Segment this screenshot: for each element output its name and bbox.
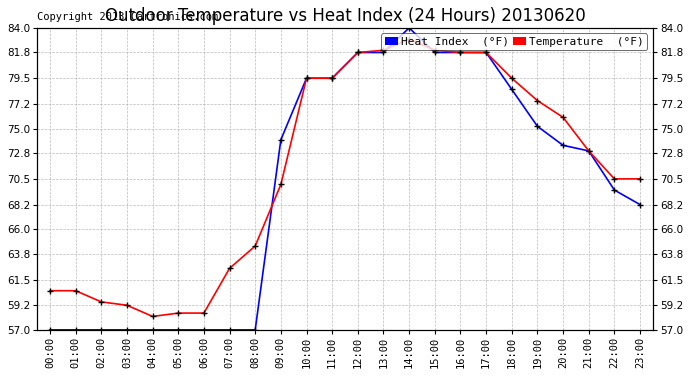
Title: Outdoor Temperature vs Heat Index (24 Hours) 20130620: Outdoor Temperature vs Heat Index (24 Ho…	[105, 7, 585, 25]
Legend: Heat Index  (°F), Temperature  (°F): Heat Index (°F), Temperature (°F)	[381, 33, 647, 50]
Text: Copyright 2013 Cartronics.com: Copyright 2013 Cartronics.com	[37, 12, 219, 22]
